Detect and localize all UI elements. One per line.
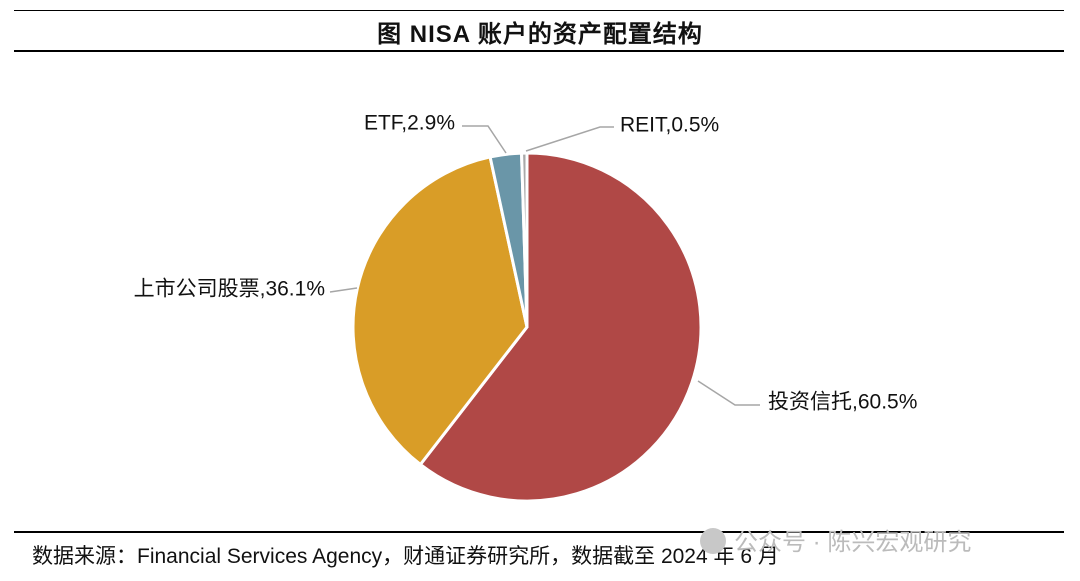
watermark-text: 公众号 · 陈兴宏观研究 — [734, 529, 972, 556]
pie-slice-1 — [418, 151, 703, 503]
bottom-rule — [14, 531, 1064, 533]
chart-title: 图 NISA 账户的资产配置结构 — [377, 21, 703, 48]
leader-line-4 — [525, 126, 614, 152]
source-note: 数据来源：Financial Services Agency，财通证券研究所，数… — [32, 545, 779, 568]
top-rule — [14, 10, 1064, 11]
data-label-1: 投资信托,60.5% — [768, 391, 917, 414]
data-label-4: REIT,0.5% — [620, 114, 719, 137]
leader-line-1 — [697, 380, 760, 406]
leader-line-3 — [462, 125, 507, 154]
pie-slice-4 — [519, 151, 529, 328]
wechat-icon — [700, 528, 726, 554]
title-rule — [14, 50, 1064, 52]
pie-slice-2 — [351, 155, 529, 467]
data-label-2: 上市公司股票,36.1% — [134, 278, 325, 301]
watermark: 公众号 · 陈兴宏观研究 — [700, 522, 971, 557]
data-label-3: ETF,2.9% — [364, 112, 455, 135]
leader-line-2 — [329, 287, 358, 293]
